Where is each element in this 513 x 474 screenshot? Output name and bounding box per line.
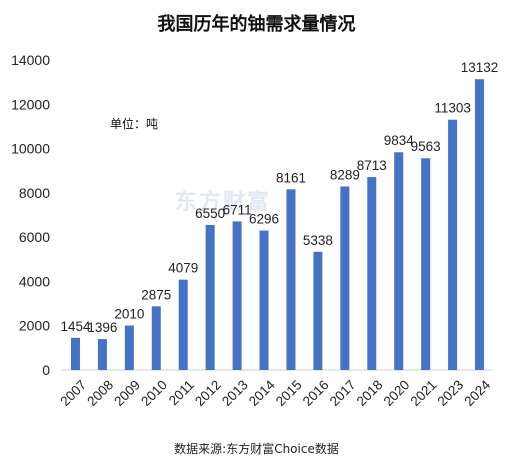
data-label-2012: 6550 xyxy=(195,206,225,221)
bar-2011 xyxy=(178,279,188,370)
data-label-2014: 6296 xyxy=(249,212,279,227)
x-tick-label-2008: 2008 xyxy=(84,377,116,409)
x-tick-label-2010: 2010 xyxy=(138,377,170,409)
x-tick-label-2009: 2009 xyxy=(111,377,143,409)
bar-2024 xyxy=(475,79,485,370)
bar-2013 xyxy=(232,221,242,370)
y-tick-label: 14000 xyxy=(11,52,50,68)
bar-2010 xyxy=(151,306,161,370)
y-tick-label: 4000 xyxy=(19,273,50,289)
data-label-2009: 2010 xyxy=(114,306,144,321)
x-tick-label-2020: 2020 xyxy=(381,377,413,409)
bar-2008 xyxy=(97,339,107,370)
bar-2017 xyxy=(340,186,350,370)
x-tick-label-2014: 2014 xyxy=(246,377,278,409)
x-tick-label-2015: 2015 xyxy=(273,377,305,409)
bar-2018 xyxy=(367,177,377,370)
bar-2014 xyxy=(259,230,269,370)
y-tick-label: 10000 xyxy=(11,141,50,157)
data-label-2017: 8289 xyxy=(330,167,360,182)
bar-2007 xyxy=(70,337,80,370)
bar-2021 xyxy=(421,158,431,370)
data-label-2008: 1396 xyxy=(87,320,117,335)
bar-2016 xyxy=(313,251,323,370)
x-tick-label-2024: 2024 xyxy=(461,377,493,409)
x-tick-label-2011: 2011 xyxy=(166,377,197,408)
y-tick-label: 0 xyxy=(42,362,50,378)
bar-2009 xyxy=(124,325,134,370)
y-tick-label: 12000 xyxy=(11,96,50,112)
x-tick-label-2018: 2018 xyxy=(354,377,386,409)
unit-label: 单位：吨 xyxy=(110,117,159,131)
data-label-2010: 2875 xyxy=(141,287,171,302)
bar-2012 xyxy=(205,224,215,370)
watermark: 东方财富 xyxy=(175,190,272,215)
data-label-2023: 11303 xyxy=(434,101,471,116)
data-label-2024: 13132 xyxy=(461,60,499,75)
x-tick-label-2012: 2012 xyxy=(192,377,224,409)
x-tick-label-2013: 2013 xyxy=(219,377,251,409)
bar-2020 xyxy=(394,152,404,370)
data-label-2018: 8713 xyxy=(357,158,387,173)
data-label-2007: 1454 xyxy=(60,319,91,334)
x-tick-label-2016: 2016 xyxy=(300,377,332,409)
x-tick-label-2023: 2023 xyxy=(434,377,466,409)
source-note: 数据来源:东方财富Choice数据 xyxy=(174,442,339,456)
bar-2015 xyxy=(286,189,296,370)
data-label-2020: 9834 xyxy=(384,133,415,148)
y-tick-label: 2000 xyxy=(19,318,50,334)
chart-title: 我国历年的铀需求量情况 xyxy=(157,14,356,35)
y-tick-label: 6000 xyxy=(19,229,50,245)
x-tick-label-2021: 2021 xyxy=(408,377,440,409)
x-tick-label-2017: 2017 xyxy=(327,377,359,409)
data-label-2016: 5338 xyxy=(303,233,333,248)
x-tick-label-2007: 2007 xyxy=(57,377,89,409)
data-label-2021: 9563 xyxy=(411,139,441,154)
data-label-2011: 4079 xyxy=(168,261,198,276)
data-label-2013: 6711 xyxy=(223,202,252,217)
bar-2023 xyxy=(448,119,458,370)
data-label-2015: 8161 xyxy=(276,170,306,185)
y-tick-label: 8000 xyxy=(19,185,50,201)
